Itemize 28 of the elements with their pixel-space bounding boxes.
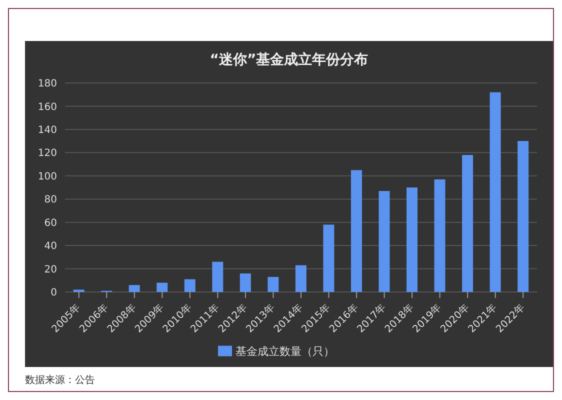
bar <box>184 279 196 292</box>
bar <box>128 285 140 292</box>
bar <box>156 282 168 292</box>
bar <box>406 188 418 292</box>
bar <box>518 141 529 292</box>
y-tick-label: 120 <box>38 148 57 160</box>
chart-title: “迷你”基金成立年份分布 <box>208 51 370 69</box>
bar <box>490 92 501 292</box>
y-tick-label: 180 <box>38 78 57 90</box>
bar <box>434 179 446 292</box>
y-tick-label: 160 <box>38 102 57 113</box>
y-tick-label: 140 <box>38 124 57 136</box>
bar <box>378 190 390 292</box>
bar <box>212 262 224 292</box>
bar <box>240 273 251 292</box>
y-tick-label: 100 <box>38 171 57 182</box>
y-tick-label: 20 <box>44 264 57 276</box>
y-tick-label: 40 <box>44 241 57 252</box>
bar <box>462 154 474 292</box>
bar <box>268 276 279 292</box>
y-tick-label: 80 <box>44 194 57 206</box>
bar <box>323 224 334 292</box>
legend-label: 基金成立数量（只） <box>236 345 334 358</box>
bar <box>295 265 306 292</box>
y-tick-label: 0 <box>50 288 57 299</box>
bar <box>350 170 362 292</box>
source-note: 数据来源：公告 <box>25 375 95 386</box>
y-tick-label: 60 <box>44 218 57 229</box>
